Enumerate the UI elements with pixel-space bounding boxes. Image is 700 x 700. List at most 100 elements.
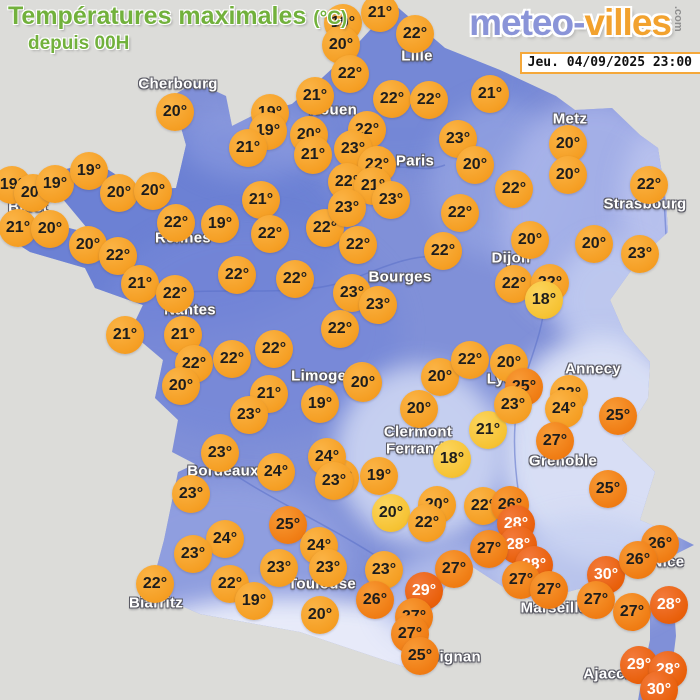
temp-bubble: 22° xyxy=(255,330,293,368)
temp-bubble: 27° xyxy=(536,422,574,460)
page-subtitle: depuis 00H xyxy=(28,33,130,54)
temp-bubble: 22° xyxy=(339,226,377,264)
temp-bubble: 24° xyxy=(257,453,295,491)
city-label-limoges: Limoges xyxy=(291,367,355,385)
temp-bubble: 23° xyxy=(359,286,397,324)
temp-bubble: 19° xyxy=(301,385,339,423)
temp-bubble: 23° xyxy=(201,434,239,472)
temp-bubble: 23° xyxy=(328,189,366,227)
datetime-badge: Jeu. 04/09/2025 23:00 xyxy=(519,52,700,74)
temp-bubble: 25° xyxy=(401,637,439,675)
temp-bubble: 19° xyxy=(201,205,239,243)
temp-bubble: 22° xyxy=(136,565,174,603)
logo-suffix: .com xyxy=(672,6,684,32)
temp-bubble: 20° xyxy=(344,364,382,402)
temp-bubble: 21° xyxy=(294,136,332,174)
temp-bubble: 22° xyxy=(630,166,668,204)
temp-bubble: 23° xyxy=(309,549,347,587)
temp-bubble: 28° xyxy=(650,586,688,624)
temp-bubble: 22° xyxy=(251,215,289,253)
temp-bubble: 20° xyxy=(156,93,194,131)
temp-bubble: 22° xyxy=(276,260,314,298)
map-header: Températures maximales (°C) depuis 00H xyxy=(8,2,347,55)
temp-bubble: 18° xyxy=(433,440,471,478)
logo-part-blue: meteo- xyxy=(469,2,585,43)
temp-bubble: 20° xyxy=(575,225,613,263)
temp-bubble: 27° xyxy=(613,593,651,631)
temp-bubble: 20° xyxy=(100,174,138,212)
temp-bubble: 22° xyxy=(451,341,489,379)
temp-bubble: 23° xyxy=(174,535,212,573)
city-label-bourges: Bourges xyxy=(368,268,432,286)
temp-bubble: 20° xyxy=(162,367,200,405)
temp-bubble: 22° xyxy=(396,15,434,53)
temp-bubble: 20° xyxy=(301,596,339,634)
meteo-villes-logo[interactable]: meteo-villes.com xyxy=(469,2,684,44)
city-label-annecy: Annecy xyxy=(565,360,621,378)
temp-bubble: 20° xyxy=(549,156,587,194)
temp-bubble: 21° xyxy=(250,375,288,413)
temp-bubble: 21° xyxy=(471,75,509,113)
temp-bubble: 20° xyxy=(31,210,69,248)
temp-bubble: 22° xyxy=(495,170,533,208)
temp-bubble: 27° xyxy=(577,581,615,619)
temp-bubble: 22° xyxy=(373,80,411,118)
temp-bubble: 22° xyxy=(410,81,448,119)
temp-bubble: 24° xyxy=(206,520,244,558)
temp-bubble: 19° xyxy=(360,457,398,495)
temp-bubble: 21° xyxy=(229,129,267,167)
temp-bubble: 22° xyxy=(218,256,256,294)
temp-bubble: 22° xyxy=(408,504,446,542)
temp-bubble: 21° xyxy=(106,316,144,354)
temp-bubble: 21° xyxy=(242,181,280,219)
temp-bubble: 23° xyxy=(365,551,403,589)
temp-bubble: 22° xyxy=(321,310,359,348)
temp-bubble: 22° xyxy=(157,204,195,242)
city-label-ferrand: Ferrand xyxy=(386,440,444,458)
city-label-clermont: Clermont xyxy=(383,423,453,441)
temp-bubble: 21° xyxy=(0,209,37,247)
temp-bubble: 18° xyxy=(525,281,563,319)
temp-bubble: 27° xyxy=(435,550,473,588)
page-title: Températures maximales (°C) xyxy=(8,2,347,31)
temp-bubble: 20° xyxy=(549,125,587,163)
temp-bubble: 21° xyxy=(361,0,399,32)
temp-bubble: 20° xyxy=(456,146,494,184)
temp-bubble: 20° xyxy=(400,390,438,428)
temp-bubble: 20° xyxy=(372,494,410,532)
temp-bubble: 20° xyxy=(134,172,172,210)
temp-bubble: 21° xyxy=(121,265,159,303)
temp-bubble: 19° xyxy=(70,152,108,190)
temp-bubble: 22° xyxy=(99,237,137,275)
temp-bubble: 25° xyxy=(589,470,627,508)
temp-bubble: 20° xyxy=(511,221,549,259)
temp-bubble: 22° xyxy=(213,340,251,378)
temp-bubble: 30° xyxy=(640,671,678,700)
temp-bubble: 19° xyxy=(36,165,74,203)
temp-bubble: 26° xyxy=(641,525,679,563)
temp-bubble: 22° xyxy=(441,194,479,232)
temp-bubble: 25° xyxy=(599,397,637,435)
temp-bubble: 27° xyxy=(470,530,508,568)
temp-bubble: 23° xyxy=(260,549,298,587)
title-text: Températures maximales xyxy=(8,2,307,30)
temp-bubble: 22° xyxy=(424,232,462,270)
temp-bubble: 23° xyxy=(315,462,353,500)
city-label-paris: Paris xyxy=(395,152,435,170)
temp-bubble: 23° xyxy=(230,396,268,434)
temp-bubble: 22° xyxy=(331,55,369,93)
temp-bubble: 23° xyxy=(494,386,532,424)
temp-bubble: 23° xyxy=(621,235,659,273)
logo-part-orange: villes xyxy=(584,2,672,43)
city-label-metz: Metz xyxy=(552,110,588,128)
temp-bubble: 26° xyxy=(619,541,657,579)
city-label-strasbourg: Strasbourg xyxy=(603,195,687,213)
temp-bubble: 27° xyxy=(530,571,568,609)
temp-bubble: 24° xyxy=(545,390,583,428)
title-unit: (°C) xyxy=(313,8,348,29)
temp-bubble: 26° xyxy=(356,581,394,619)
temp-bubble: 19° xyxy=(235,582,273,620)
temp-bubble: 22° xyxy=(156,275,194,313)
